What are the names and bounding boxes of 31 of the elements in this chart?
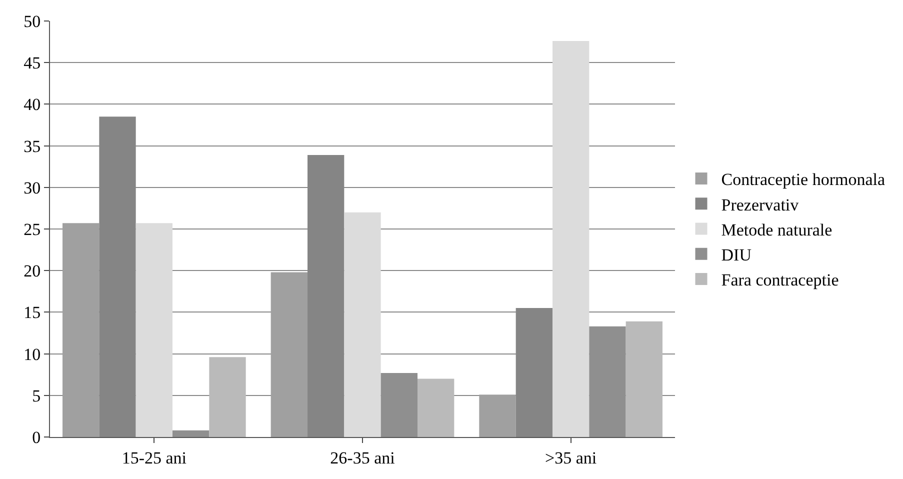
bar (626, 321, 662, 437)
legend-label: Contraceptie hormonala (721, 170, 886, 190)
y-tick-label: 30 (24, 178, 41, 198)
bar (479, 394, 516, 437)
legend-label: Metode naturale (721, 220, 832, 240)
y-tick-label: 15 (24, 303, 41, 322)
bar (136, 223, 172, 437)
bar (418, 378, 454, 437)
y-tick-label: 10 (24, 344, 41, 364)
legend-label: Fara contraceptie (721, 270, 839, 290)
bar (62, 223, 100, 437)
y-tick-label: 45 (24, 54, 41, 73)
bar (380, 372, 418, 437)
bar (589, 326, 626, 437)
y-tick-label: 0 (32, 428, 41, 447)
y-tick-label: 35 (24, 136, 41, 156)
bar (172, 430, 210, 437)
legend-label: DIU (721, 245, 752, 264)
y-tick-label: 40 (24, 95, 41, 114)
x-tick-label: 26-35 ani (330, 448, 396, 468)
y-tick-label: 20 (24, 262, 41, 281)
x-tick-label: 15-25 ani (122, 448, 187, 468)
y-tick-label: 5 (32, 386, 41, 406)
bar (209, 357, 246, 437)
y-tick-label: 25 (24, 220, 41, 239)
bar (552, 40, 590, 437)
bar (344, 212, 381, 437)
bar (270, 272, 308, 437)
y-tick-label: 50 (24, 12, 41, 31)
legend-label: Prezervativ (721, 195, 800, 214)
x-tick-label: >35 ani (545, 448, 597, 468)
